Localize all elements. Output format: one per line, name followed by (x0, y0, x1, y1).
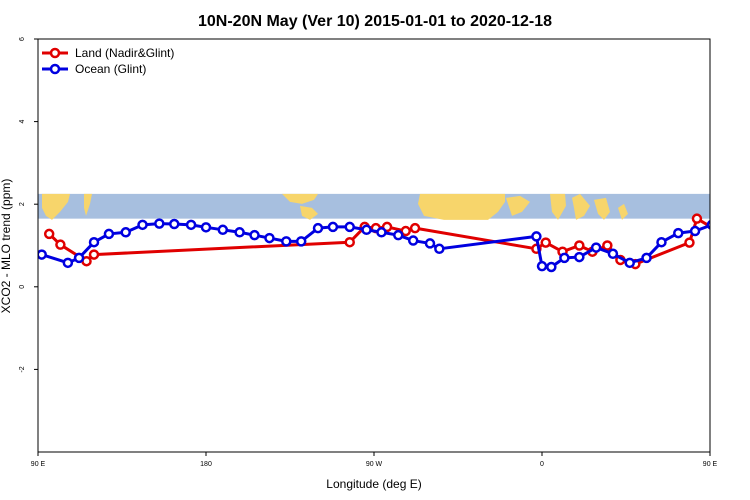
data-point-ocean (154, 218, 165, 229)
data-point-ocean (393, 229, 404, 241)
map-landmass (300, 205, 318, 220)
data-point-ocean (546, 261, 557, 273)
chart-title: 10N-20N May (Ver 10) 2015-01-01 to 2020-… (198, 13, 552, 30)
legend-label-ocean: Ocean (Glint) (75, 62, 146, 76)
map-landmass (42, 193, 70, 220)
data-point-ocean (312, 222, 324, 234)
map-landmass (418, 193, 505, 220)
data-point-ocean (434, 243, 445, 255)
legend: Land (Nadir&Glint) Ocean (Glint) (42, 46, 174, 76)
legend-marker-ocean (49, 63, 61, 75)
x-tick-label: 180 (200, 461, 212, 468)
world-map-strip (38, 193, 710, 220)
x-tick-label: 90 E (703, 461, 718, 468)
data-point-land (344, 236, 355, 248)
x-tick-label: 90 W (366, 461, 383, 468)
data-point-ocean (725, 219, 733, 227)
data-point-ocean (103, 228, 115, 240)
map-landmasses (42, 193, 628, 220)
data-point-ocean (264, 232, 275, 244)
y-axis-label: XCO2 - MLO trend (ppm) (0, 179, 13, 314)
map-landmass (618, 203, 628, 220)
data-point-ocean (327, 221, 339, 233)
data-point-land (88, 249, 100, 260)
data-point-ocean (217, 224, 229, 236)
data-point-ocean (200, 222, 212, 233)
data-point-land (602, 240, 613, 251)
data-point-ocean (185, 219, 197, 231)
map-landmass (572, 193, 590, 220)
data-point-ocean (120, 227, 131, 238)
data-point-land (55, 239, 66, 250)
data-point-land (400, 225, 411, 237)
map-ocean-background (38, 193, 710, 219)
y-tick-label: 2 (19, 202, 26, 206)
data-point-land (540, 237, 551, 248)
y-tick-label: 4 (19, 120, 26, 124)
y-tick-label: -2 (19, 366, 26, 372)
map-landmass (84, 193, 92, 216)
data-point-ocean (689, 225, 701, 237)
data-point-ocean (424, 238, 436, 249)
map-landmass (282, 193, 318, 204)
data-point-ocean (407, 235, 419, 246)
y-tick-label: 6 (19, 37, 26, 41)
data-point-ocean (361, 224, 372, 236)
data-point-ocean (38, 249, 47, 260)
data-point-ocean (62, 257, 74, 269)
data-point-land (684, 237, 695, 248)
data-point-ocean (741, 220, 749, 228)
data-point-ocean (574, 251, 585, 263)
data-point-ocean (88, 236, 100, 248)
x-axis-label: Longitude (deg E) (326, 477, 421, 491)
data-point-land (43, 228, 55, 240)
x-tick-label: 90 E (31, 461, 46, 468)
y-tick-label: 0 (19, 285, 26, 289)
map-landmass (550, 193, 566, 220)
data-point-ocean (169, 218, 180, 230)
data-point-ocean (641, 252, 652, 264)
data-point-ocean (137, 219, 148, 231)
series-ocean (38, 218, 749, 273)
data-point-ocean (249, 229, 260, 241)
legend-label-land: Land (Nadir&Glint) (75, 46, 174, 60)
data-point-ocean (673, 227, 684, 239)
data-point-land (409, 222, 421, 234)
data-point-land (691, 213, 703, 224)
data-point-ocean (536, 260, 548, 272)
data-point-ocean (656, 236, 667, 248)
legend-item-ocean: Ocean (Glint) (42, 62, 146, 76)
legend-marker-land (49, 47, 61, 59)
x-axis: 90 E 180 90 W 0 90 E (31, 452, 718, 468)
map-landmass (506, 195, 530, 216)
series-layer (38, 213, 749, 273)
data-point-ocean (590, 242, 602, 253)
legend-item-land: Land (Nadir&Glint) (42, 46, 174, 60)
data-point-ocean (607, 248, 619, 260)
data-point-ocean (531, 231, 542, 242)
x-tick-label: 0 (540, 461, 544, 468)
map-landmass (594, 197, 610, 220)
data-point-ocean (73, 252, 85, 264)
data-point-ocean (706, 219, 710, 230)
data-point-ocean (559, 252, 570, 264)
data-point-ocean (295, 236, 307, 247)
data-point-land (719, 230, 727, 238)
y-axis: -2 0 2 4 6 (19, 37, 38, 373)
data-point-ocean (344, 221, 355, 233)
data-point-ocean (281, 236, 292, 247)
data-point-land (574, 240, 585, 251)
data-point-ocean (234, 227, 245, 238)
data-point-ocean (376, 227, 387, 238)
data-point-land (727, 242, 735, 250)
data-point-ocean (624, 257, 635, 269)
